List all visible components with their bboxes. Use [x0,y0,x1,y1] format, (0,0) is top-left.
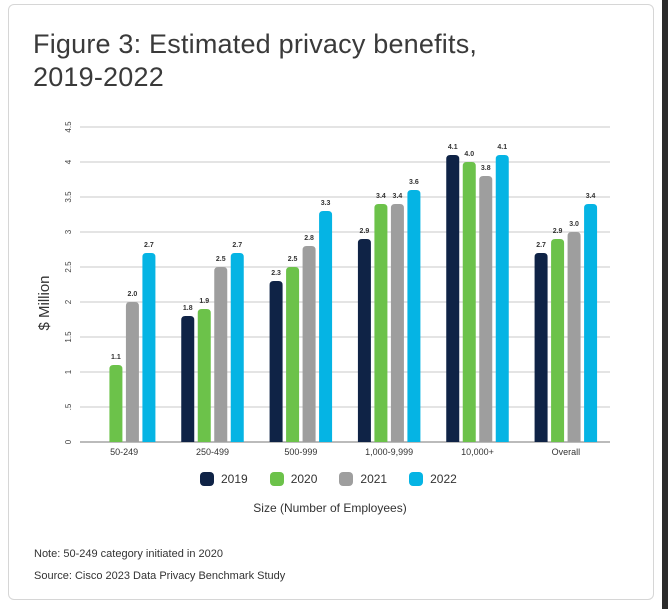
bar [407,190,421,442]
bar [495,155,509,442]
data-label: 3.0 [569,221,579,228]
data-label: 2.9 [360,228,370,235]
bar [181,316,195,442]
x-tick-label: 250-499 [196,447,229,457]
data-label: 3.4 [376,193,386,200]
bar [214,267,228,442]
bar [567,232,581,442]
x-tick-label: 1,000-9,999 [365,447,413,457]
chart-legend: 2019 2020 2021 2022 [200,472,457,486]
chart-title-line-1: Figure 3: Estimated privacy benefits, [33,29,478,59]
data-label: 4.1 [497,144,507,151]
y-tick-label: 4.5 [64,121,73,133]
x-tick-label: 50-249 [110,447,138,457]
legend-swatch-2022 [409,472,424,486]
data-label: 3.6 [409,179,419,186]
data-label: 2.7 [536,242,546,249]
data-label: 1.1 [111,354,121,361]
chart-title: Figure 3: Estimated privacy benefits, 20… [33,28,477,94]
legend-item-2021: 2021 [339,472,387,486]
y-axis-label: $ Million [36,275,53,330]
chart-title-line-2: 2019-2022 [33,62,164,92]
y-tick-label: 3 [64,229,73,234]
bar [551,239,565,442]
legend-swatch-2019 [200,472,214,486]
bar [357,239,371,442]
bar [125,302,139,442]
legend-label-2022: 2022 [430,472,457,486]
chart-source: Source: Cisco 2023 Data Privacy Benchmar… [34,570,286,582]
legend-item-2020: 2020 [269,472,318,486]
bar [534,253,548,442]
data-label: 1.9 [199,298,209,305]
legend-label-2020: 2020 [290,472,318,486]
x-tick-label: 10,000+ [461,447,494,457]
bar-chart: 0 .5 1 1.5 2 2.5 3 3.5 4 4.5 $ Million 1.1 2.0 2.7 50-… [36,121,610,515]
x-tick-label: Overall [552,447,581,457]
data-label: 2.7 [232,242,242,249]
chart-note: Note: 50-249 category initiated in 2020 [34,548,223,560]
bar [462,162,476,442]
y-tick-label: 1.5 [64,331,73,343]
bar [302,246,316,442]
bar [197,309,211,442]
legend-item-2022: 2022 [409,472,457,486]
bar [230,253,244,442]
bar [269,281,283,442]
bar [286,267,300,442]
bar [374,204,388,442]
legend-item-2019: 2019 [200,472,248,486]
x-axis-label: Size (Number of Employees) [253,501,406,515]
bar [584,204,598,442]
x-tick-label: 500-999 [284,447,317,457]
data-label: 2.7 [144,242,154,249]
legend-swatch-2021 [339,472,354,486]
y-tick-label: 2 [64,299,73,304]
y-tick-label: 4 [64,159,73,164]
data-label: 2.8 [304,235,314,242]
data-label: 4.1 [448,144,458,151]
data-label: 4.0 [464,151,474,158]
bar [390,204,404,442]
window-edge [662,0,668,609]
y-tick-label: .5 [64,403,73,410]
bar [109,365,123,442]
data-label: 3.4 [393,193,403,200]
data-label: 2.5 [216,256,226,263]
data-label: 2.0 [128,291,138,298]
legend-swatch-2020 [269,472,284,486]
bar [142,253,156,442]
y-tick-label: 0 [64,439,73,444]
legend-label-2019: 2019 [221,472,248,486]
data-label: 3.3 [321,200,331,207]
data-label: 1.8 [183,305,193,312]
legend-label-2021: 2021 [360,472,388,486]
y-tick-label: 1 [64,369,73,374]
bar [446,155,460,442]
data-label: 3.4 [586,193,596,200]
data-label: 2.9 [553,228,563,235]
data-label: 3.8 [481,165,491,172]
data-label: 2.3 [271,270,281,277]
y-tick-label: 2.5 [64,261,73,273]
y-tick-label: 3.5 [64,191,73,203]
data-label: 2.5 [288,256,298,263]
bar [319,211,333,442]
bar [479,176,493,442]
